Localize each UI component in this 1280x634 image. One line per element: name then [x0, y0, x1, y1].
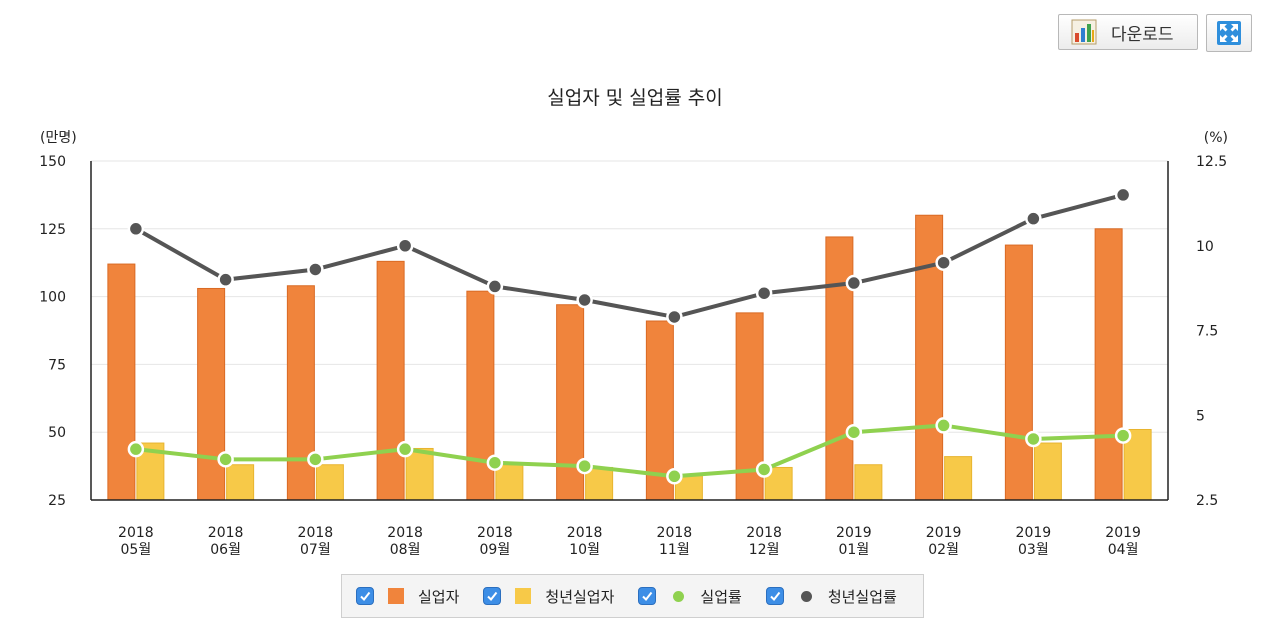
x-tick-label: 2018 09월	[477, 525, 513, 558]
x-tick-label: 2019 03월	[1016, 525, 1052, 558]
bar-youth-unemployed	[495, 464, 524, 501]
legend-label-youth-unemployed: 청년실업자	[545, 587, 615, 606]
checkbox-checked-icon[interactable]	[356, 587, 374, 605]
x-tick-label: 2019 02월	[926, 525, 962, 558]
legend-item-unemployment-rate[interactable]: 실업률	[638, 586, 749, 607]
bar-unemployed	[1094, 228, 1123, 501]
x-tick-label: 2018 07월	[298, 525, 334, 558]
y-left-tick-label: 50	[48, 425, 66, 441]
point-youth-unemployment-rate	[1114, 186, 1132, 204]
legend-label-youth-unemployment-rate: 청년실업률	[827, 587, 897, 606]
point-unemployment-rate	[396, 440, 414, 458]
point-unemployment-rate	[845, 423, 863, 441]
y-right-tick-label: 7.5	[1196, 324, 1218, 340]
point-unemployment-rate	[755, 461, 773, 478]
x-tick-label: 2018 08월	[387, 525, 423, 558]
y-left-tick-label: 75	[48, 357, 66, 373]
point-unemployment-rate	[486, 454, 504, 471]
bar-youth-unemployed	[315, 464, 344, 501]
legend-item-youth-unemployment-rate[interactable]: 청년실업률	[765, 586, 905, 607]
legend-swatch-unemployment-rate	[673, 590, 685, 602]
legend-swatch-youth-unemployed	[515, 588, 532, 604]
point-youth-unemployment-rate	[935, 254, 952, 271]
point-unemployment-rate	[127, 440, 145, 458]
bar-unemployed	[376, 260, 405, 501]
point-unemployment-rate	[217, 451, 234, 468]
download-label: 다운로드	[1111, 24, 1174, 45]
point-unemployment-rate	[666, 468, 683, 485]
point-youth-unemployment-rate	[486, 278, 504, 295]
bar-youth-unemployed	[226, 464, 255, 501]
download-button[interactable]: 다운로드	[1058, 14, 1198, 50]
bar-youth-unemployed	[1033, 442, 1062, 501]
point-unemployment-rate	[1025, 430, 1042, 448]
bar-unemployed	[197, 287, 226, 501]
legend-item-youth-unemployed[interactable]: 청년실업자	[483, 586, 622, 607]
x-tick-label: 2019 01월	[836, 525, 872, 558]
fullscreen-button[interactable]	[1206, 14, 1252, 52]
bar-unemployed	[825, 236, 854, 501]
point-youth-unemployment-rate	[576, 291, 593, 309]
bar-youth-unemployed	[405, 447, 434, 501]
bar-youth-unemployed	[854, 464, 883, 501]
point-unemployment-rate	[576, 457, 593, 475]
x-tick-label: 2018 10월	[567, 525, 603, 558]
x-tick-label: 2018 11월	[657, 525, 693, 558]
bar-youth-unemployed	[944, 456, 973, 501]
point-youth-unemployment-rate	[1025, 210, 1042, 227]
y-left-tick-label: 125	[39, 222, 66, 238]
y-right-axis-label: (%)	[1204, 130, 1228, 146]
y-left-tick-label: 150	[39, 154, 66, 170]
legend-item-unemployed[interactable]: 실업자	[356, 586, 467, 607]
y-left-axis-label: (만명)	[40, 130, 77, 146]
point-youth-unemployment-rate	[666, 308, 683, 326]
line-unemployment-rate	[135, 423, 1124, 479]
x-tick-label: 2018 12월	[746, 525, 782, 558]
chart-title: 실업자 및 실업률 추이	[547, 87, 722, 109]
point-youth-unemployment-rate	[127, 220, 145, 238]
legend-swatch-unemployed	[388, 588, 404, 604]
bar-unemployed	[1004, 244, 1033, 501]
legend-swatch-youth-unemployment-rate	[800, 590, 812, 602]
checkbox-checked-icon[interactable]	[765, 587, 784, 605]
combo-chart: 실업자 및 실업률 추이 (만명) (%) 150 125 100 75 50 25 12.…	[39, 87, 1228, 558]
bar-chart-icon	[1071, 19, 1097, 45]
point-youth-unemployment-rate	[217, 271, 234, 288]
y-right-tick-label: 10	[1196, 239, 1214, 255]
point-unemployment-rate	[935, 417, 952, 434]
line-youth-unemployment-rate	[134, 192, 1124, 319]
y-right-tick-label: 2.5	[1196, 493, 1218, 509]
x-tick-label: 2018 05월	[118, 525, 154, 558]
y-left-tick-label: 25	[48, 493, 66, 509]
y-right-tick-label: 5	[1196, 408, 1205, 424]
legend-label-unemployed: 실업자	[418, 587, 460, 606]
point-unemployment-rate	[307, 451, 324, 468]
x-tick-label: 2018 06월	[208, 525, 244, 558]
chart-legend: 실업자 청년실업자 실업률 청년실업률	[341, 574, 924, 618]
checkbox-checked-icon[interactable]	[638, 587, 657, 605]
bar-unemployed	[107, 263, 136, 501]
y-right-tick-label: 12.5	[1196, 154, 1227, 170]
point-youth-unemployment-rate	[307, 261, 324, 278]
checkbox-checked-icon[interactable]	[483, 587, 502, 605]
point-youth-unemployment-rate	[396, 237, 414, 254]
x-tick-label: 2019 04월	[1105, 525, 1141, 558]
legend-label-unemployment-rate: 실업률	[700, 587, 742, 606]
bar-unemployed	[286, 285, 315, 501]
y-left-tick-label: 100	[39, 290, 66, 306]
fullscreen-icon	[1217, 21, 1241, 45]
point-unemployment-rate	[1114, 427, 1132, 444]
point-youth-unemployment-rate	[755, 284, 773, 302]
point-youth-unemployment-rate	[845, 274, 863, 292]
